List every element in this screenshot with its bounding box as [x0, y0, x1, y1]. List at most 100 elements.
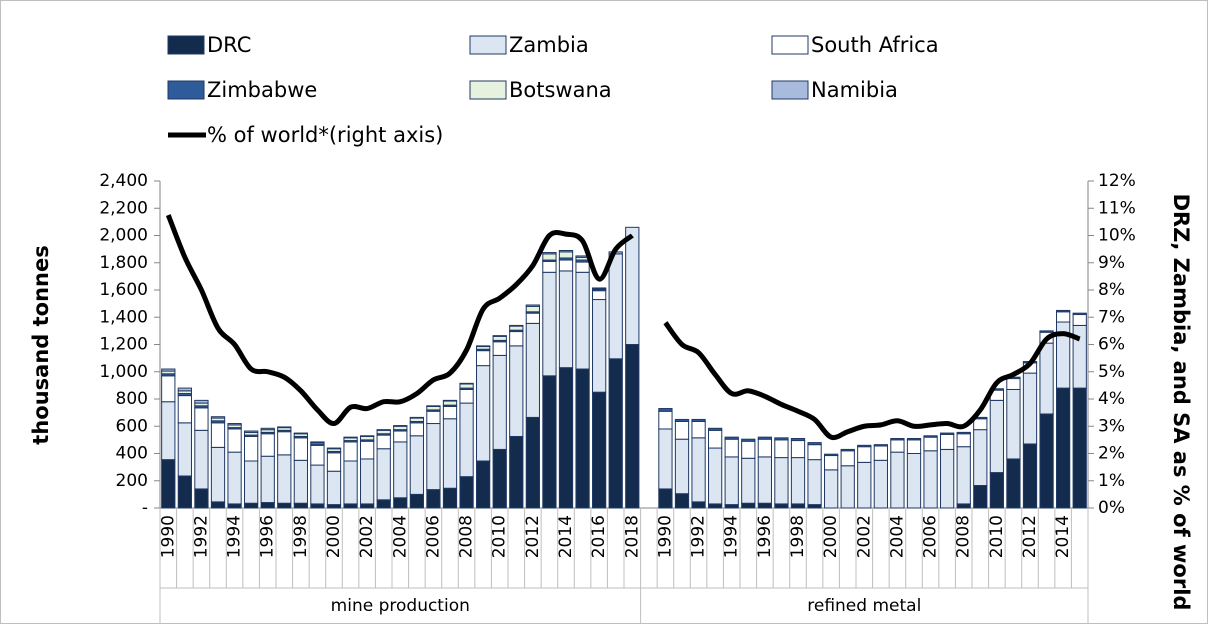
bar-segment — [674, 420, 690, 440]
bar-segment — [592, 391, 607, 509]
bar-segment — [741, 457, 756, 504]
bar-segment — [409, 417, 424, 422]
bar-segment — [575, 261, 590, 273]
bar-segment — [708, 447, 723, 505]
bar-segment — [757, 438, 772, 458]
bar-segment — [592, 287, 607, 290]
bar-segment — [360, 435, 375, 441]
bar-segment — [194, 429, 209, 490]
bar-segment — [923, 450, 938, 509]
group-label: mine production — [331, 596, 470, 616]
y2-tick-label: 11% — [1098, 198, 1136, 218]
x-tick-label: 1992 — [191, 515, 211, 558]
bar-segment — [343, 460, 358, 505]
bar-segment — [741, 502, 756, 509]
bar-segment — [459, 476, 474, 509]
bar-segment — [1006, 388, 1021, 460]
bar-segment — [227, 428, 242, 453]
x-tick-label: 1998 — [291, 515, 311, 558]
bar-segment — [293, 459, 308, 504]
x-tick-label: 1996 — [755, 515, 775, 558]
y2-tick-label: 10% — [1098, 226, 1136, 246]
x-tick-label: 2006 — [423, 515, 443, 558]
legend-label: Namibia — [811, 78, 898, 102]
x-tick-label: 1990 — [158, 515, 178, 558]
bar-segment — [857, 444, 872, 448]
bar-segment — [492, 341, 507, 356]
bar-segment — [923, 435, 938, 438]
bar-segment — [708, 429, 723, 449]
bar-segment — [774, 457, 789, 505]
legend-label: South Africa — [811, 33, 939, 57]
bar-segment — [1022, 372, 1038, 445]
bar-segment — [691, 501, 706, 509]
legend-swatch — [771, 80, 809, 100]
bar-segment — [426, 489, 441, 509]
bar-segment — [741, 440, 756, 459]
bar-segment — [674, 418, 690, 422]
bar-segment — [360, 458, 375, 505]
y-tick-label: 400 — [116, 444, 148, 464]
bar-segment — [973, 485, 988, 509]
bar-segment — [227, 451, 242, 505]
legend-label: DRC — [207, 33, 251, 57]
bar-segment — [376, 434, 391, 450]
bar-segment — [244, 460, 259, 504]
y-tick-label: 200 — [116, 471, 148, 491]
bar-segment — [525, 416, 540, 509]
x-tick-label: 1996 — [258, 515, 278, 558]
bar-segment — [194, 399, 209, 404]
bar-segment — [525, 322, 540, 418]
legend-label: Botswana — [509, 78, 612, 102]
bar-segment — [509, 324, 524, 327]
bar-segment — [442, 418, 458, 489]
x-tick-label: 2016 — [589, 515, 609, 558]
bar-segment — [873, 445, 888, 461]
bar-segment — [840, 448, 855, 452]
bar-segment — [293, 502, 308, 509]
bar-segment — [293, 432, 308, 435]
y-tick-label: 1,000 — [99, 362, 148, 382]
bar-segment — [244, 435, 259, 462]
bar-segment — [459, 382, 474, 385]
bar-segment — [790, 440, 806, 459]
bar-segment — [790, 503, 806, 509]
bar-segment — [940, 432, 955, 435]
bar-segment — [542, 271, 557, 377]
bar-segment — [360, 440, 375, 460]
bar-segment — [393, 430, 408, 443]
bar-segment — [757, 456, 772, 504]
bar-segment — [542, 375, 557, 509]
bar-segment — [492, 335, 507, 337]
bar-segment — [890, 439, 905, 453]
bar-segment — [1056, 309, 1071, 313]
bar-segment — [244, 502, 259, 509]
bar-segment — [824, 455, 839, 471]
x-tick-label: 2004 — [390, 515, 410, 558]
bar-segment — [442, 405, 458, 420]
bar-segment — [807, 444, 822, 461]
bar-segment — [807, 459, 822, 506]
bar-segment — [1039, 330, 1054, 333]
y-axis-title: thousand tonnes — [29, 245, 53, 444]
bar-segment — [409, 416, 424, 419]
bar-segment — [177, 387, 192, 392]
legend-swatch — [469, 35, 507, 55]
bar-segment — [1072, 387, 1087, 509]
bar-segment — [260, 427, 275, 431]
bar-segment — [277, 502, 292, 509]
bar-segment — [558, 251, 574, 259]
bar-segment — [757, 436, 772, 440]
bar-segment — [906, 438, 922, 441]
x-tick-label: 2012 — [1020, 515, 1040, 558]
bar-segment — [1072, 312, 1087, 316]
bar-segment — [923, 436, 938, 452]
bar-segment — [177, 475, 192, 509]
bar-segment — [376, 429, 391, 431]
bar-segment — [310, 444, 325, 466]
y2-tick-label: 5% — [1098, 362, 1125, 382]
bar-segment — [724, 438, 739, 458]
bar-segment — [674, 493, 690, 509]
legend-swatch — [469, 80, 507, 100]
